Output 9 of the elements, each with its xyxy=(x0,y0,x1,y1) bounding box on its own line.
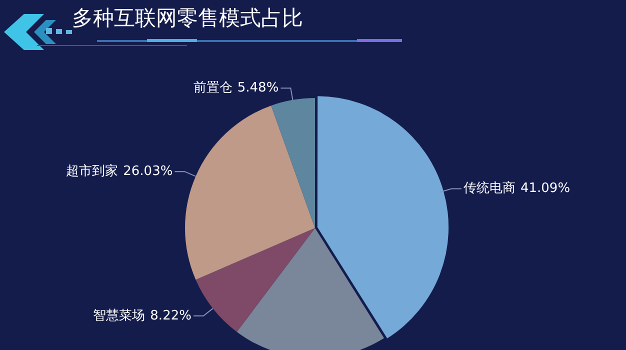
slice-label: 超市到家 xyxy=(66,162,118,179)
chart-title: 多种互联网零售模式占比 xyxy=(72,5,303,32)
slice-label: 前置仓 xyxy=(193,80,232,96)
data-label: 8.22% xyxy=(150,308,192,324)
data-label: 26.03% xyxy=(123,164,173,179)
data-label: 41.09% xyxy=(520,181,570,196)
data-label: 5.48% xyxy=(237,80,279,96)
slice-label: 传统电商 xyxy=(463,181,516,196)
slice-label: 智慧菜场 xyxy=(93,308,146,324)
